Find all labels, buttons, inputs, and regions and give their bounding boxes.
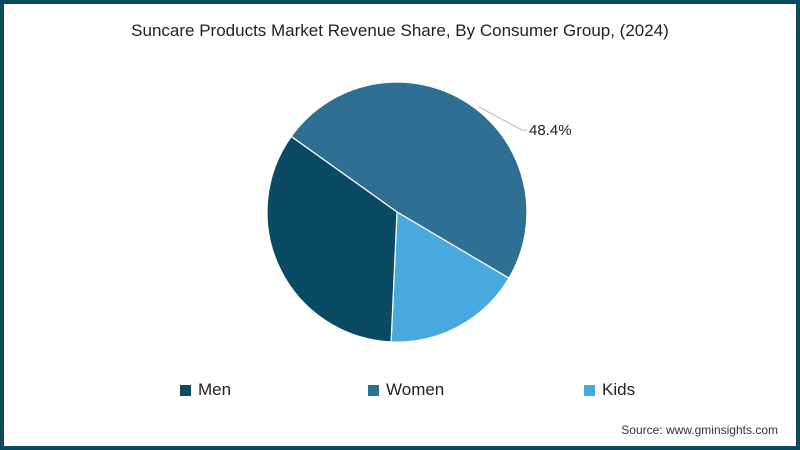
chart-title: Suncare Products Market Revenue Share, B… xyxy=(131,21,669,40)
pie-slice-kids[interactable] xyxy=(390,210,510,343)
legend-item-women[interactable]: Women xyxy=(368,380,444,400)
legend-label-women: Women xyxy=(386,380,445,399)
legend-swatch-kids xyxy=(584,384,595,396)
legend-swatch-women xyxy=(368,384,379,396)
legend-item-men[interactable]: Men xyxy=(180,380,231,400)
pie-slice-women[interactable] xyxy=(290,81,528,280)
women-percent-label: 48.4% xyxy=(529,122,572,139)
legend-swatch-men xyxy=(180,384,191,396)
legend-label-kids: Kids xyxy=(602,380,636,399)
source-note: Source: www.gminsights.com xyxy=(621,423,778,437)
leader-line xyxy=(478,106,527,131)
legend-item-kids[interactable]: Kids xyxy=(584,380,635,400)
pie-slice-men[interactable] xyxy=(266,135,398,343)
legend-label-men: Men xyxy=(198,380,232,399)
legend: Men Women Kids xyxy=(4,380,796,404)
